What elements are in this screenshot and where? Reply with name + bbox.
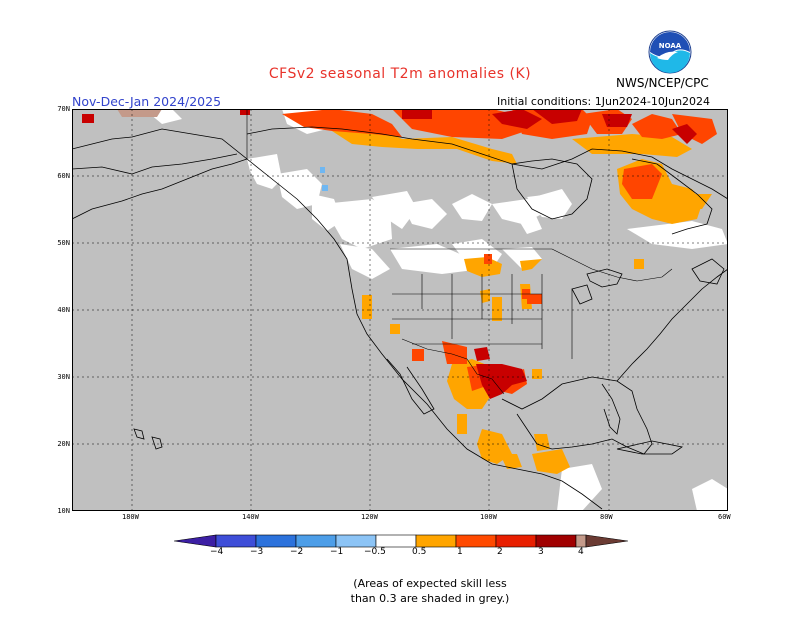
colorbar-label-neg05: −0.5 <box>364 547 386 557</box>
colorbar <box>174 534 628 548</box>
skill-footnote-line2: than 0.3 are shaded in grey.) <box>350 592 510 605</box>
noaa-logo: NOAA <box>648 30 692 74</box>
lon-label-140w: 140W <box>242 513 259 521</box>
colorbar-label-neg3: −3 <box>250 547 264 557</box>
lat-label-60n: 60N <box>57 172 70 180</box>
lat-label-70n: 70N <box>57 105 70 113</box>
political-borders <box>246 109 673 395</box>
skill-footnote-line1: (Areas of expected skill less <box>353 577 507 590</box>
lat-label-10n: 10N <box>57 507 70 515</box>
temperature-anomaly-map <box>72 109 728 511</box>
colorbar-label-1: 1 <box>457 547 463 557</box>
lon-label-80w: 80W <box>600 513 613 521</box>
colorbar-label-3: 3 <box>538 547 544 557</box>
colorbar-label-neg2: −2 <box>290 547 304 557</box>
skill-footnote: (Areas of expected skill less than 0.3 a… <box>300 576 560 606</box>
initial-conditions-label: Initial conditions: 1Jun2024-10Jun2024 <box>497 95 711 108</box>
lat-label-40n: 40N <box>57 306 70 314</box>
lon-label-180w: 180W <box>122 513 139 521</box>
warm-anomaly-areas-2-3 <box>82 109 697 399</box>
colorbar-label-2: 2 <box>497 547 503 557</box>
near-normal-areas <box>144 109 728 511</box>
graticule <box>72 109 728 511</box>
cold-anomaly-areas <box>320 167 328 191</box>
lat-label-30n: 30N <box>57 373 70 381</box>
colorbar-label-05: 0.5 <box>412 547 427 557</box>
lon-label-120w: 120W <box>361 513 378 521</box>
lat-label-50n: 50N <box>57 239 70 247</box>
colorbar-label-4: 4 <box>578 547 584 557</box>
agency-label: NWS/NCEP/CPC <box>616 76 709 90</box>
map-title: CFSv2 seasonal T2m anomalies (K) <box>268 66 532 82</box>
warm-anomaly-areas-3-4 <box>117 109 162 117</box>
colorbar-label-neg1: −1 <box>330 547 344 557</box>
season-label: Nov-Dec-Jan 2024/2025 <box>72 94 222 109</box>
colorbar-label-neg4: −4 <box>210 547 224 557</box>
map-frame <box>72 109 728 511</box>
noaa-logo-text: NOAA <box>659 42 682 50</box>
lat-label-20n: 20N <box>57 440 70 448</box>
lon-label-60w: 60W <box>718 513 731 521</box>
lon-label-100w: 100W <box>480 513 497 521</box>
